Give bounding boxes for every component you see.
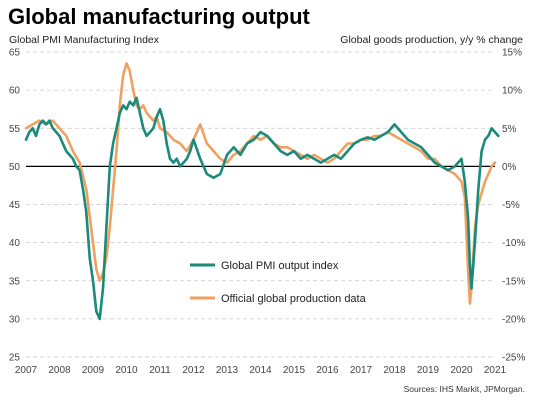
x-tick-label: 2010	[115, 365, 138, 376]
right-tick-label: 10%	[502, 86, 522, 97]
x-tick-label: 2018	[383, 365, 406, 376]
x-tick-label: 2021	[484, 365, 507, 376]
x-tick-label: 2013	[216, 365, 239, 376]
legend-label: Global PMI output index	[221, 260, 339, 272]
left-tick-label: 45	[9, 200, 21, 211]
right-tick-label: -25%	[502, 353, 525, 364]
x-tick-label: 2008	[48, 365, 71, 376]
x-tick-label: 2014	[249, 365, 272, 376]
right-tick-label: 5%	[502, 124, 517, 135]
x-tick-label: 2012	[182, 365, 205, 376]
left-tick-label: 50	[9, 162, 21, 173]
left-axis-label: Global PMI Manufacturing Index	[9, 34, 159, 46]
left-tick-label: 40	[9, 238, 21, 249]
left-tick-label: 25	[9, 353, 21, 364]
legend: Global PMI output index Official global p…	[190, 260, 367, 305]
x-tick-label: 2017	[350, 365, 373, 376]
x-tick-label: 2016	[316, 365, 339, 376]
x-tick-label: 2009	[82, 365, 105, 376]
right-tick-label: 15%	[502, 48, 522, 59]
gridlines	[26, 51, 495, 358]
left-tick-label: 65	[9, 48, 21, 59]
x-tick-label: 2015	[283, 365, 306, 376]
right-tick-label: -20%	[502, 314, 525, 325]
series-lines	[24, 62, 500, 321]
left-tick-label: 55	[9, 124, 21, 135]
right-tick-label: -15%	[502, 276, 525, 287]
x-tick-label: 2011	[149, 365, 171, 376]
x-axis-ticks: 2007 2008 2009 2010 2011 2012 2013 2014 2015 2016…	[15, 365, 507, 376]
right-axis-ticks: -25% -20% -15% -10% -5% 0% 5% 10% 15%	[502, 48, 525, 364]
series-line-pmi	[24, 96, 500, 321]
chart-title: Global manufacturing output	[8, 4, 310, 29]
right-tick-label: -5%	[502, 200, 520, 211]
left-tick-label: 35	[9, 276, 21, 287]
x-tick-label: 2019	[417, 365, 440, 376]
source-note: Sources: IHS Markit, JPMorgan.	[403, 384, 525, 394]
right-axis-label: Global goods production, y/y % change	[340, 34, 523, 46]
right-tick-label: -10%	[502, 238, 525, 249]
x-tick-label: 2020	[450, 365, 473, 376]
left-tick-label: 60	[9, 86, 21, 97]
right-tick-label: 0%	[502, 162, 517, 173]
x-tick-label: 2007	[15, 365, 38, 376]
left-axis-ticks: 25 30 35 40 45 50 55 60 65	[9, 48, 21, 364]
left-tick-label: 30	[9, 314, 21, 325]
legend-label: Official global production data	[221, 293, 367, 305]
